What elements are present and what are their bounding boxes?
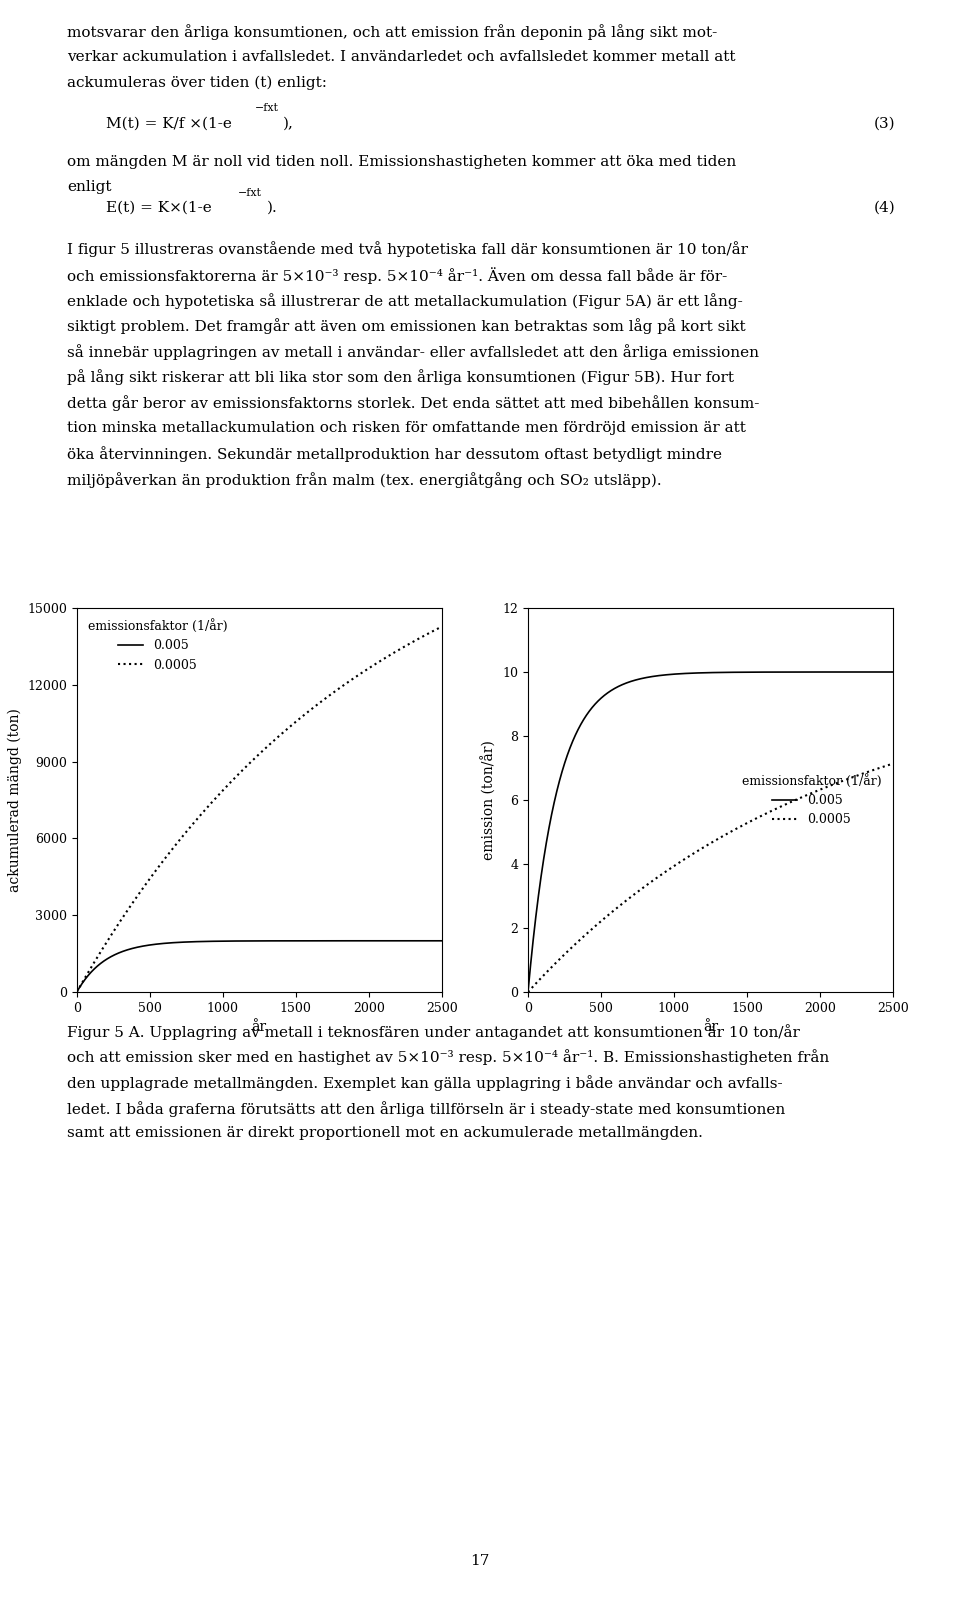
Text: om mängden M är noll vid tiden noll. Emissionshastigheten kommer att öka med tid: om mängden M är noll vid tiden noll. Emi…: [67, 155, 736, 168]
Text: och att emission sker med en hastighet av 5×10⁻³ resp. 5×10⁻⁴ år⁻¹. B. Emissions: och att emission sker med en hastighet a…: [67, 1050, 829, 1066]
Text: tion minska metallackumulation och risken för omfattande men fördröjd emission ä: tion minska metallackumulation och riske…: [67, 421, 746, 435]
Text: ),: ),: [283, 117, 294, 130]
X-axis label: år: år: [703, 1021, 718, 1034]
Text: miljöpåverkan än produktion från malm (tex. energiåtgång och SO₂ utsläpp).: miljöpåverkan än produktion från malm (t…: [67, 472, 661, 488]
Text: och emissionsfaktorerna är 5×10⁻³ resp. 5×10⁻⁴ år⁻¹. Även om dessa fall både är : och emissionsfaktorerna är 5×10⁻³ resp. …: [67, 267, 728, 285]
Text: motsvarar den årliga konsumtionen, och att emission från deponin på lång sikt mo: motsvarar den årliga konsumtionen, och a…: [67, 24, 717, 40]
Text: E(t) = K×(1-e: E(t) = K×(1-e: [106, 200, 211, 214]
Text: I figur 5 illustreras ovanstående med två hypotetiska fall där konsumtionen är 1: I figur 5 illustreras ovanstående med tv…: [67, 242, 748, 258]
X-axis label: år: år: [252, 1021, 267, 1034]
Text: ).: ).: [267, 200, 277, 214]
Text: ledet. I båda graferna förutsätts att den årliga tillförseln är i steady-state m: ledet. I båda graferna förutsätts att de…: [67, 1101, 785, 1117]
Text: (4): (4): [874, 200, 896, 214]
Text: siktigt problem. Det framgår att även om emissionen kan betraktas som låg på kor: siktigt problem. Det framgår att även om…: [67, 318, 746, 334]
Text: öka återvinningen. Sekundär metallproduktion har dessutom oftast betydligt mindr: öka återvinningen. Sekundär metallproduk…: [67, 446, 722, 462]
Text: detta går beror av emissionsfaktorns storlek. Det enda sättet att med bibehållen: detta går beror av emissionsfaktorns sto…: [67, 395, 759, 411]
Text: −fxt: −fxt: [238, 187, 262, 198]
Text: M(t) = K/f ×(1-e: M(t) = K/f ×(1-e: [106, 117, 231, 130]
Legend: 0.005, 0.0005: 0.005, 0.0005: [84, 614, 232, 677]
Text: den upplagrade metallmängden. Exemplet kan gälla upplagring i både användar och : den upplagrade metallmängden. Exemplet k…: [67, 1075, 782, 1091]
Text: 17: 17: [470, 1554, 490, 1568]
Text: samt att emissionen är direkt proportionell mot en ackumulerade metallmängden.: samt att emissionen är direkt proportion…: [67, 1126, 703, 1141]
Text: på lång sikt riskerar att bli lika stor som den årliga konsumtionen (Figur 5B). : på lång sikt riskerar att bli lika stor …: [67, 370, 734, 386]
Y-axis label: ackumulerad mängd (ton): ackumulerad mängd (ton): [8, 709, 22, 891]
Text: Figur 5 A. Upplagring av metall i teknosfären under antagandet att konsumtionen : Figur 5 A. Upplagring av metall i teknos…: [67, 1024, 800, 1040]
Legend: 0.005, 0.0005: 0.005, 0.0005: [737, 768, 886, 832]
Text: verkar ackumulation i avfallsledet. I användarledet och avfallsledet kommer meta: verkar ackumulation i avfallsledet. I an…: [67, 50, 735, 64]
Text: −fxt: −fxt: [254, 104, 278, 114]
Text: enklade och hypotetiska så illustrerar de att metallackumulation (Figur 5A) är e: enklade och hypotetiska så illustrerar d…: [67, 293, 743, 309]
Y-axis label: emission (ton/år): emission (ton/år): [482, 741, 496, 859]
Text: så innebär upplagringen av metall i användar- eller avfallsledet att den årliga : så innebär upplagringen av metall i anvä…: [67, 344, 759, 360]
Text: ackumuleras över tiden (t) enligt:: ackumuleras över tiden (t) enligt:: [67, 75, 327, 90]
Text: (3): (3): [874, 117, 896, 130]
Text: enligt: enligt: [67, 181, 111, 194]
